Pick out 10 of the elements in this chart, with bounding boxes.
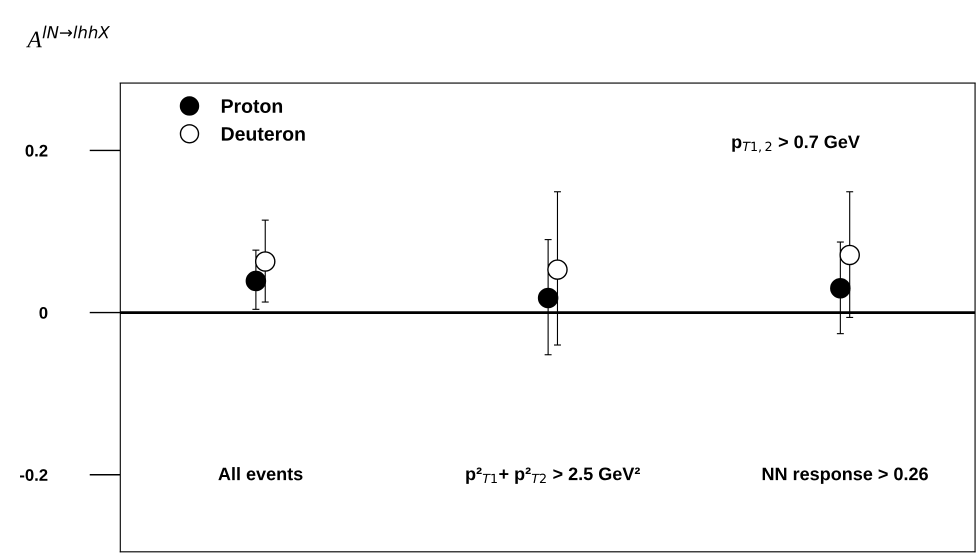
x-tick-label: p²$_{T1}$+ p²$_{T2}$ > 2.5 GeV²	[466, 467, 640, 484]
x-tick-label: All events	[218, 467, 302, 480]
y-tick-label: 0	[39, 306, 48, 319]
annotation: p$_{T1,2}$ > 0.7 GeV	[732, 135, 860, 152]
chart-title: A$^{lN→lhhX}$	[26, 26, 110, 48]
legend-label: Proton	[222, 99, 282, 113]
legend-label: Deuteron	[222, 127, 305, 141]
y-tick-label: 0.2	[26, 144, 48, 157]
x-tick-label: NN response > 0.26	[762, 468, 928, 484]
y-tick-label: -0.2	[20, 469, 48, 481]
